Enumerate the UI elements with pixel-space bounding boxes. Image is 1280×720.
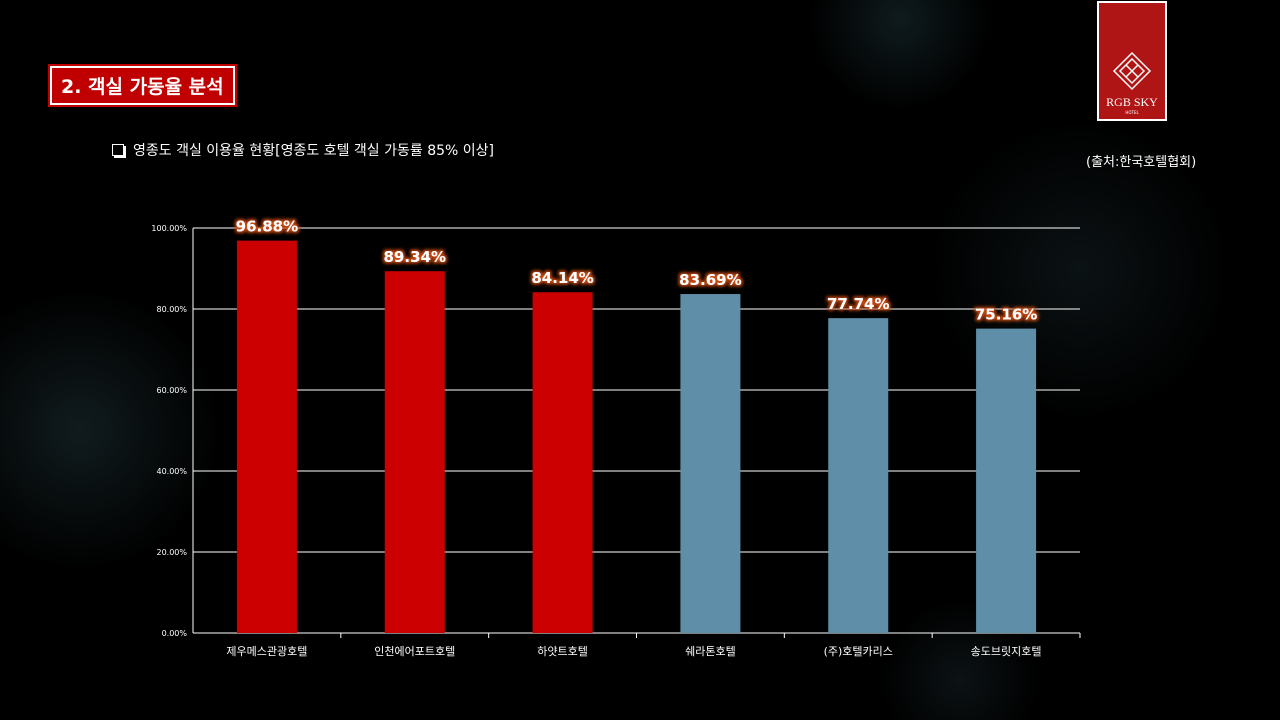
data-label: 84.14% <box>531 269 593 287</box>
bar <box>532 292 593 633</box>
y-tick-label: 20.00% <box>156 548 187 557</box>
source: (출처:한국호텔협회) <box>1086 155 1197 170</box>
bar <box>236 240 297 634</box>
x-tick-label: 하얏트호텔 <box>537 644 588 658</box>
subtitle: 영종도 객실 이용율 현황[영종도 호텔 객실 가동률 85% 이상] <box>133 143 495 159</box>
data-label: 96.88% <box>236 218 298 236</box>
data-label: 83.69% <box>679 271 741 289</box>
x-tick-label: 송도브릿지호텔 <box>971 645 1042 658</box>
x-tick-label: 인천에어포트호텔 <box>374 644 455 658</box>
logo-icon <box>1112 51 1152 91</box>
bar <box>384 271 445 633</box>
y-tick-label: 80.00% <box>156 305 187 314</box>
data-label: 75.16% <box>975 306 1037 324</box>
y-tick-label: 0.00% <box>162 629 188 638</box>
x-tick-label: (주)호텔카리스 <box>824 645 893 658</box>
data-label: 77.74% <box>827 295 889 313</box>
y-tick-label: 40.00% <box>156 467 187 476</box>
logo: RGB SKY HOTEL <box>1097 1 1167 121</box>
x-tick-label: 제우메스관광호텔 <box>226 645 307 658</box>
bar <box>828 318 889 633</box>
logo-text: RGB SKY <box>1106 95 1158 109</box>
bar <box>680 294 741 633</box>
slide-title: 2. 객실 가동율 분석 <box>48 64 237 107</box>
y-tick-label: 100.00% <box>151 224 187 233</box>
checkbox-icon <box>112 144 124 156</box>
data-label: 89.34% <box>384 248 446 266</box>
subtitle-row: 영종도 객실 이용율 현황[영종도 호텔 객실 가동률 85% 이상] <box>112 140 494 160</box>
y-tick-label: 60.00% <box>156 386 187 395</box>
logo-subtext: HOTEL <box>1125 110 1139 115</box>
x-tick-label: 쉐라톤호텔 <box>685 645 736 658</box>
bar <box>976 328 1037 633</box>
